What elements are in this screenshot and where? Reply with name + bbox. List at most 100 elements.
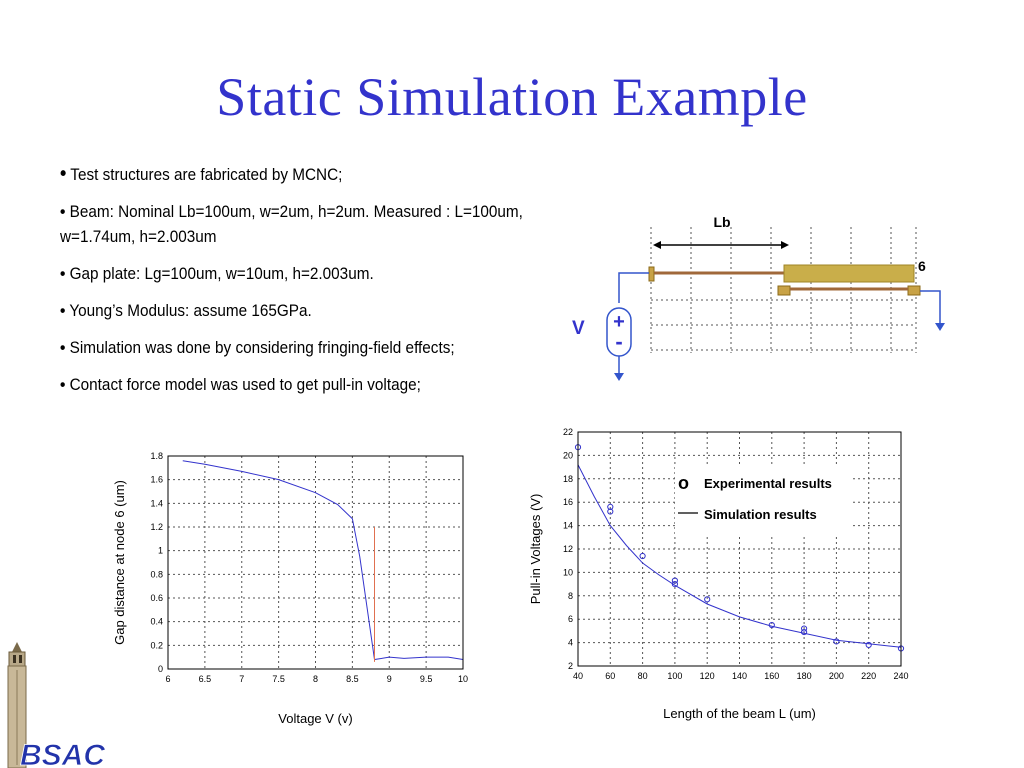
bullet-text: Contact force model was used to get pull…: [69, 375, 421, 394]
legend-box: [675, 467, 853, 535]
beam-anchor: [648, 266, 655, 282]
node-label: 6: [918, 258, 926, 274]
x-tick-label: 140: [732, 671, 747, 681]
bullet-item: • Young’s Modulus: assume 165GPa.: [60, 298, 564, 323]
y-tick-label: 1.6: [150, 475, 163, 485]
y-tick-label: 0.8: [150, 569, 163, 579]
data-point: [607, 508, 614, 515]
x-tick-label: 6.5: [199, 674, 212, 684]
slide-title: Static Simulation Example: [216, 67, 808, 127]
y-tick-label: 1.2: [150, 522, 163, 532]
x-tick-label: 6: [165, 674, 170, 684]
x-tick-label: 7: [239, 674, 244, 684]
bullet-text: Simulation was done by considering fring…: [69, 338, 455, 357]
legend-simulation: Simulation results: [704, 507, 817, 522]
chart1-ylabel: Gap distance at node 6 (um): [112, 480, 127, 645]
logo-text: BSAC: [20, 739, 106, 768]
bullet-text: Beam: Nominal Lb=100um, w=2um, h=2um. Me…: [60, 202, 523, 246]
y-tick-label: 1: [158, 546, 163, 556]
chart2-grid: [578, 432, 901, 666]
minus-label: -: [615, 329, 622, 354]
y-tick-label: 0.6: [150, 593, 163, 603]
y-tick-label: 0.4: [150, 617, 163, 627]
data-point: [833, 638, 840, 645]
bullet-symbol: •: [60, 163, 67, 185]
bullet-item: • Contact force model was used to get pu…: [60, 372, 564, 397]
y-tick-label: 0: [158, 664, 163, 674]
voltage-label: V: [572, 318, 585, 339]
pull-in-chart: 40 60 80 100 120 140 160 180 200 220 240 2 4 6 8 10 12 14…: [528, 427, 909, 721]
data-point: [801, 628, 808, 636]
chart1-xlabel: Voltage V (v): [278, 711, 352, 726]
data-point: [671, 577, 678, 584]
y-tick-label: 0.2: [150, 640, 163, 650]
bullet-item: • Simulation was done by considering fri…: [60, 335, 564, 360]
x-tick-label: 220: [861, 671, 876, 681]
chart2-legend: o Experimental results Simulation result…: [675, 467, 853, 535]
bullet-item: • Gap plate: Lg=100um, w=10um, h=2.003um…: [60, 261, 564, 286]
x-tick-label: 160: [764, 671, 779, 681]
bullet-symbol: •: [60, 202, 66, 221]
x-tick-label: 40: [573, 671, 583, 681]
y-tick-label: 1.4: [150, 498, 163, 508]
arrow-head-right: [781, 241, 789, 249]
chart2-frame: [577, 431, 902, 667]
bullet-text: Test structures are fabricated by MCNC;: [70, 165, 343, 184]
chart2-ylabel: Pull-in Voltages (V): [528, 494, 543, 605]
x-tick-label: 100: [667, 671, 682, 681]
y-tick-label: 22: [563, 427, 573, 437]
legend-experimental: Experimental results: [704, 476, 832, 491]
y-tick-label: 16: [563, 497, 573, 507]
bullet-text: Gap plate: Lg=100um, w=10um, h=2.003um.: [69, 264, 374, 283]
source-arrow: [614, 373, 624, 381]
x-tick-label: 200: [829, 671, 844, 681]
bullet-text: Young’s Modulus: assume 165GPa.: [69, 301, 312, 320]
bullet-symbol: •: [60, 301, 66, 320]
y-tick-label: 12: [563, 544, 573, 554]
campanile-icon: [7, 642, 27, 768]
y-tick-label: 10: [563, 567, 573, 577]
bullet-symbol: •: [60, 264, 66, 283]
bsac-logo: BSAC: [7, 642, 107, 768]
series-line: [577, 464, 902, 648]
ground-arrow: [935, 323, 945, 331]
series-line: [182, 460, 464, 661]
beam-wide-section: [783, 264, 915, 283]
gap-distance-chart: 6 6.5 7 7.5 8 8.5 9 9.5 10 0 0.2 0.4 0.6 0.8 1 1.2 1.4 1.…: [112, 451, 468, 726]
x-tick-label: 60: [605, 671, 615, 681]
data-point: [865, 641, 872, 649]
data-point: [801, 625, 808, 632]
data-point: [607, 503, 614, 510]
beam-diagram: Lb 6 + - V: [572, 214, 945, 381]
x-tick-label: 9.5: [420, 674, 433, 684]
arrow-head-left: [653, 241, 661, 249]
length-label: Lb: [713, 214, 730, 230]
y-tick-label: 20: [563, 450, 573, 460]
plus-label: +: [613, 311, 625, 333]
y-tick-label: 8: [568, 591, 573, 601]
diagram-grid: [650, 227, 917, 353]
wire-plate: [920, 290, 941, 325]
chart2-xlabel: Length of the beam L (um): [663, 706, 816, 721]
y-tick-label: 6: [568, 614, 573, 624]
bullet-list: • Test structures are fabricated by MCNC…: [60, 162, 560, 409]
bullet-symbol: •: [60, 338, 66, 357]
y-tick-label: 14: [563, 521, 573, 531]
plate-anchor-left: [777, 285, 791, 296]
bullet-item: • Test structures are fabricated by MCNC…: [60, 162, 564, 187]
chart2-ticks: 40 60 80 100 120 140 160 180 200 220 240 2 4 6 8 10 12 14…: [563, 427, 909, 681]
x-tick-label: 80: [638, 671, 648, 681]
data-point: [639, 552, 646, 560]
x-tick-label: 9: [387, 674, 392, 684]
y-tick-label: 4: [568, 638, 573, 648]
x-tick-label: 8: [313, 674, 318, 684]
bullet-item: • Beam: Nominal Lb=100um, w=2um, h=2um. …: [60, 199, 564, 249]
data-point: [704, 596, 711, 603]
y-tick-label: 2: [568, 661, 573, 671]
x-tick-label: 8.5: [346, 674, 359, 684]
x-tick-label: 10: [458, 674, 468, 684]
x-tick-label: 7.5: [272, 674, 285, 684]
legend-marker: o: [678, 473, 689, 493]
y-tick-label: 1.8: [150, 451, 163, 461]
x-tick-label: 120: [700, 671, 715, 681]
